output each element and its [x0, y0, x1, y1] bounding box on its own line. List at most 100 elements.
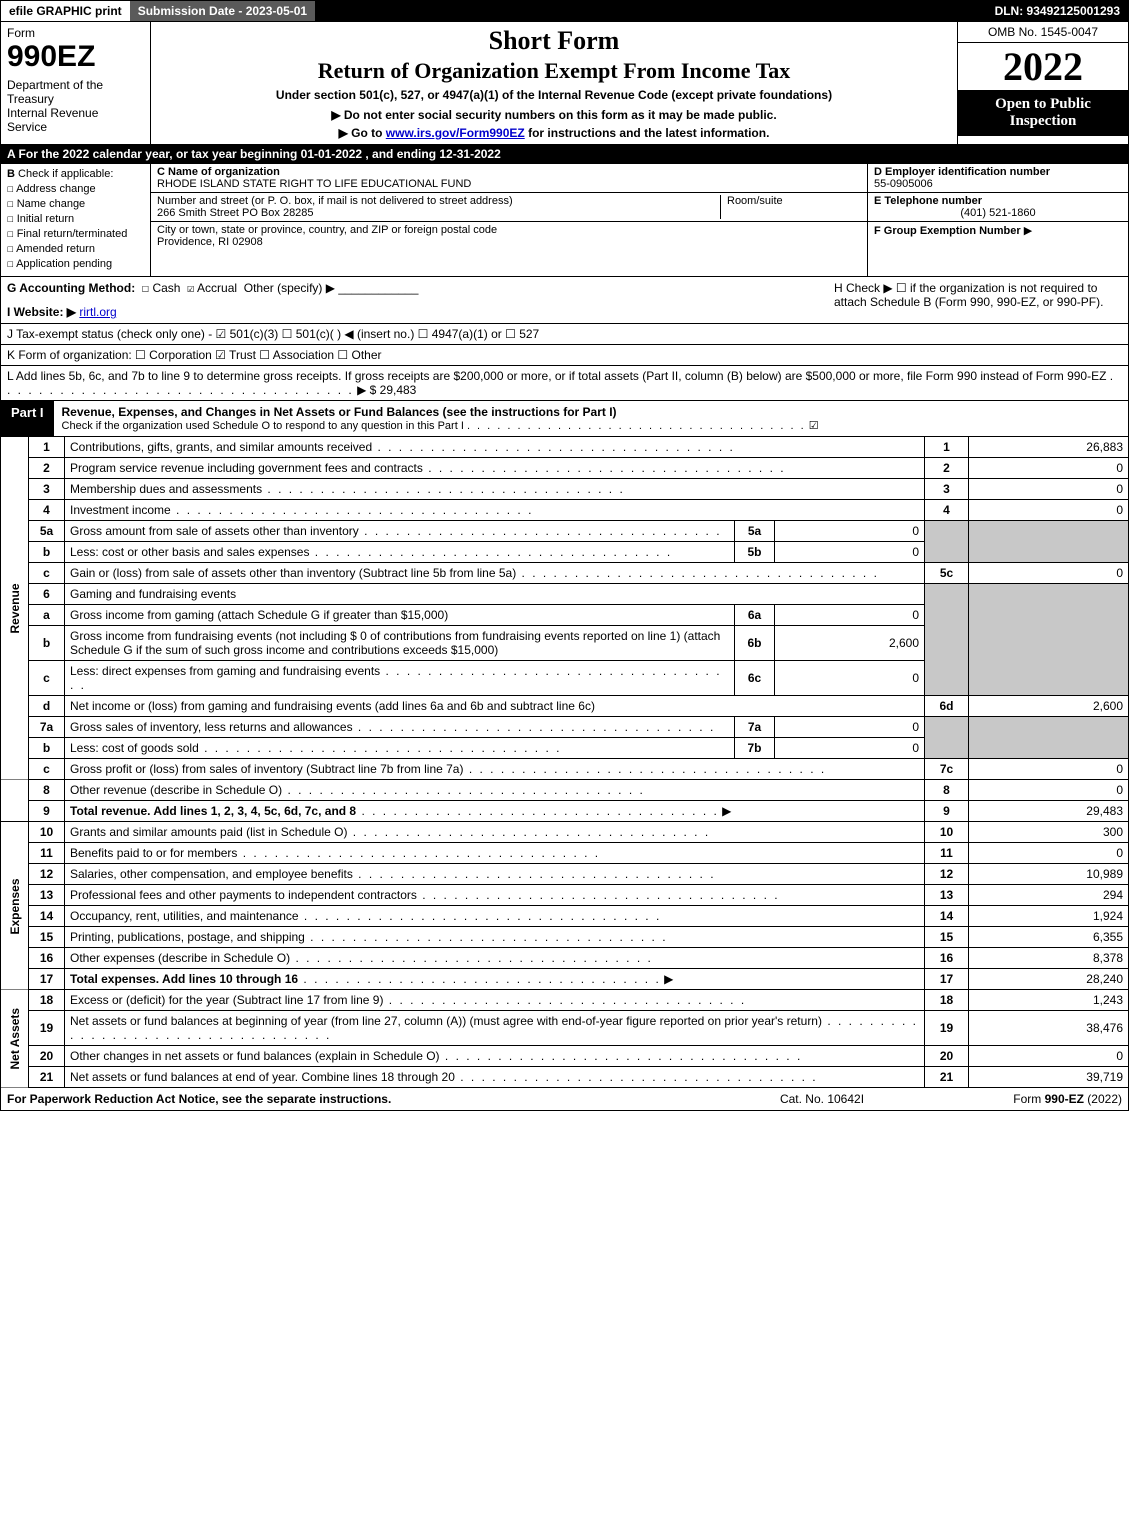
org-name: RHODE ISLAND STATE RIGHT TO LIFE EDUCATI…: [157, 178, 471, 190]
ln-17: 17: [29, 969, 65, 990]
desc-6d: Net income or (loss) from gaming and fun…: [70, 699, 595, 713]
title-return: Return of Organization Exempt From Incom…: [159, 58, 949, 84]
subln-6c: 6c: [735, 661, 775, 696]
ein-value: 55-0905006: [874, 178, 933, 190]
chk-address-change[interactable]: ☐ Address change: [7, 182, 144, 195]
subln-5a: 5a: [735, 521, 775, 542]
footer-left: For Paperwork Reduction Act Notice, see …: [7, 1092, 722, 1106]
page-footer: For Paperwork Reduction Act Notice, see …: [0, 1088, 1129, 1111]
val-6d: 2,600: [969, 696, 1129, 717]
num-6d: 6d: [925, 696, 969, 717]
d-label: D Employer identification number: [874, 166, 1050, 178]
val-10: 300: [969, 822, 1129, 843]
ln-13: 13: [29, 885, 65, 906]
val-4: 0: [969, 500, 1129, 521]
desc-16: Other expenses (describe in Schedule O): [70, 951, 290, 965]
desc-10: Grants and similar amounts paid (list in…: [70, 825, 347, 839]
line-a: A For the 2022 calendar year, or tax yea…: [0, 145, 1129, 164]
ln-19: 19: [29, 1011, 65, 1046]
num-12: 12: [925, 864, 969, 885]
revenue-table: Revenue 1 Contributions, gifts, grants, …: [0, 437, 1129, 822]
desc-8: Other revenue (describe in Schedule O): [70, 783, 282, 797]
ln-4: 4: [29, 500, 65, 521]
num-21: 21: [925, 1067, 969, 1088]
section-bcdef: B Check if applicable: ☐ Address change …: [0, 164, 1129, 277]
chk-name-change[interactable]: ☐ Name change: [7, 197, 144, 210]
ln-8: 8: [29, 780, 65, 801]
dept-label: Department of theTreasuryInternal Revenu…: [7, 78, 144, 134]
desc-5a: Gross amount from sale of assets other t…: [70, 524, 359, 538]
val-8: 0: [969, 780, 1129, 801]
f-arrow: ▶: [1024, 225, 1032, 237]
greyval-6: [969, 584, 1129, 696]
ln-21: 21: [29, 1067, 65, 1088]
val-3: 0: [969, 479, 1129, 500]
chk-application-pending[interactable]: ☐ Application pending: [7, 257, 144, 270]
desc-14: Occupancy, rent, utilities, and maintena…: [70, 909, 299, 923]
netassets-table: Net Assets 18 Excess or (deficit) for th…: [0, 990, 1129, 1088]
goto-post: for instructions and the latest informat…: [525, 126, 770, 140]
ln-6c: c: [29, 661, 65, 696]
num-15: 15: [925, 927, 969, 948]
subtitle-ssn-warning: ▶ Do not enter social security numbers o…: [159, 108, 949, 122]
desc-2: Program service revenue including govern…: [70, 461, 423, 475]
g-other[interactable]: Other (specify) ▶: [244, 281, 335, 295]
g-label: G Accounting Method:: [7, 281, 135, 295]
ln-6b: b: [29, 626, 65, 661]
efile-label[interactable]: efile GRAPHIC print: [1, 1, 130, 21]
num-14: 14: [925, 906, 969, 927]
header-right: OMB No. 1545-0047 2022 Open to Public In…: [958, 22, 1128, 144]
greyval-7: [969, 717, 1129, 759]
desc-7a: Gross sales of inventory, less returns a…: [70, 720, 353, 734]
side-blank-1: [1, 780, 29, 822]
ln-5c: c: [29, 563, 65, 584]
dln-label: DLN: 93492125001293: [987, 1, 1128, 21]
room-suite-label: Room/suite: [727, 195, 783, 207]
org-city: Providence, RI 02908: [157, 236, 263, 248]
chk-amended-return[interactable]: ☐ Amended return: [7, 242, 144, 255]
num-2: 2: [925, 458, 969, 479]
num-17: 17: [925, 969, 969, 990]
desc-13: Professional fees and other payments to …: [70, 888, 417, 902]
subval-6b: 2,600: [775, 626, 925, 661]
g-accrual[interactable]: Accrual: [197, 281, 237, 295]
side-expenses: Expenses: [1, 822, 29, 990]
desc-7c: Gross profit or (loss) from sales of inv…: [70, 762, 463, 776]
val-14: 1,924: [969, 906, 1129, 927]
b-label: B: [7, 168, 15, 180]
num-20: 20: [925, 1046, 969, 1067]
l-value: $ 29,483: [370, 383, 417, 397]
subval-7a: 0: [775, 717, 925, 738]
part-i-check[interactable]: ☑: [809, 420, 819, 432]
part-i-title: Revenue, Expenses, and Changes in Net As…: [54, 401, 1128, 436]
header-center: Short Form Return of Organization Exempt…: [151, 22, 958, 144]
desc-9: Total revenue. Add lines 1, 2, 3, 4, 5c,…: [70, 804, 356, 818]
g-cash[interactable]: Cash: [152, 281, 180, 295]
num-19: 19: [925, 1011, 969, 1046]
subval-5a: 0: [775, 521, 925, 542]
section-c: C Name of organization RHODE ISLAND STAT…: [151, 164, 868, 276]
chk-initial-return[interactable]: ☐ Initial return: [7, 212, 144, 225]
subln-7b: 7b: [735, 738, 775, 759]
val-7c: 0: [969, 759, 1129, 780]
row-gh: G Accounting Method: ☐ Cash ☑ Accrual Ot…: [0, 277, 1129, 324]
website-link[interactable]: rirtl.org: [79, 305, 116, 319]
grey-7: [925, 717, 969, 759]
section-b: B Check if applicable: ☐ Address change …: [1, 164, 151, 276]
expenses-table: Expenses 10 Grants and similar amounts p…: [0, 822, 1129, 990]
irs-link[interactable]: www.irs.gov/Form990EZ: [386, 126, 525, 140]
topbar-spacer: [315, 1, 986, 21]
section-def: D Employer identification number 55-0905…: [868, 164, 1128, 276]
val-15: 6,355: [969, 927, 1129, 948]
chk-final-return[interactable]: ☐ Final return/terminated: [7, 227, 144, 240]
line-g: G Accounting Method: ☐ Cash ☑ Accrual Ot…: [1, 277, 828, 323]
desc-15: Printing, publications, postage, and shi…: [70, 930, 305, 944]
val-16: 8,378: [969, 948, 1129, 969]
desc-17: Total expenses. Add lines 10 through 16: [70, 972, 298, 986]
ln-15: 15: [29, 927, 65, 948]
num-7c: 7c: [925, 759, 969, 780]
desc-11: Benefits paid to or for members: [70, 846, 237, 860]
form-number: 990EZ: [7, 40, 144, 74]
l-text: L Add lines 5b, 6c, and 7b to line 9 to …: [7, 369, 1106, 383]
desc-1: Contributions, gifts, grants, and simila…: [70, 440, 372, 454]
